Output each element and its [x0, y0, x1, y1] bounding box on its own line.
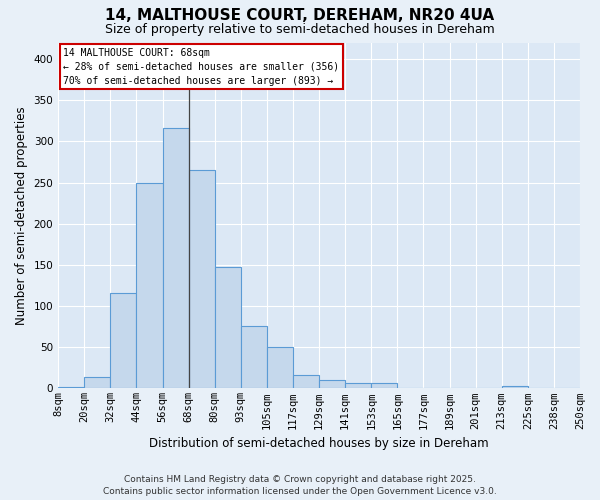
Bar	[163, 128, 188, 388]
Y-axis label: Number of semi-detached properties: Number of semi-detached properties	[15, 106, 28, 325]
Bar	[267, 347, 293, 389]
Bar	[371, 384, 397, 388]
Text: Size of property relative to semi-detached houses in Dereham: Size of property relative to semi-detach…	[105, 22, 495, 36]
Bar	[84, 377, 110, 388]
Bar	[110, 293, 136, 388]
Bar	[215, 268, 241, 388]
Text: 14, MALTHOUSE COURT, DEREHAM, NR20 4UA: 14, MALTHOUSE COURT, DEREHAM, NR20 4UA	[106, 8, 494, 22]
Bar	[58, 386, 84, 388]
Bar	[293, 375, 319, 388]
Bar	[319, 380, 345, 388]
Bar	[502, 386, 528, 388]
Text: Contains HM Land Registry data © Crown copyright and database right 2025.
Contai: Contains HM Land Registry data © Crown c…	[103, 475, 497, 496]
X-axis label: Distribution of semi-detached houses by size in Dereham: Distribution of semi-detached houses by …	[149, 437, 489, 450]
Bar	[188, 170, 215, 388]
Bar	[345, 382, 371, 388]
Bar	[136, 182, 163, 388]
Bar	[241, 326, 267, 388]
Text: 14 MALTHOUSE COURT: 68sqm
← 28% of semi-detached houses are smaller (356)
70% of: 14 MALTHOUSE COURT: 68sqm ← 28% of semi-…	[64, 48, 340, 86]
